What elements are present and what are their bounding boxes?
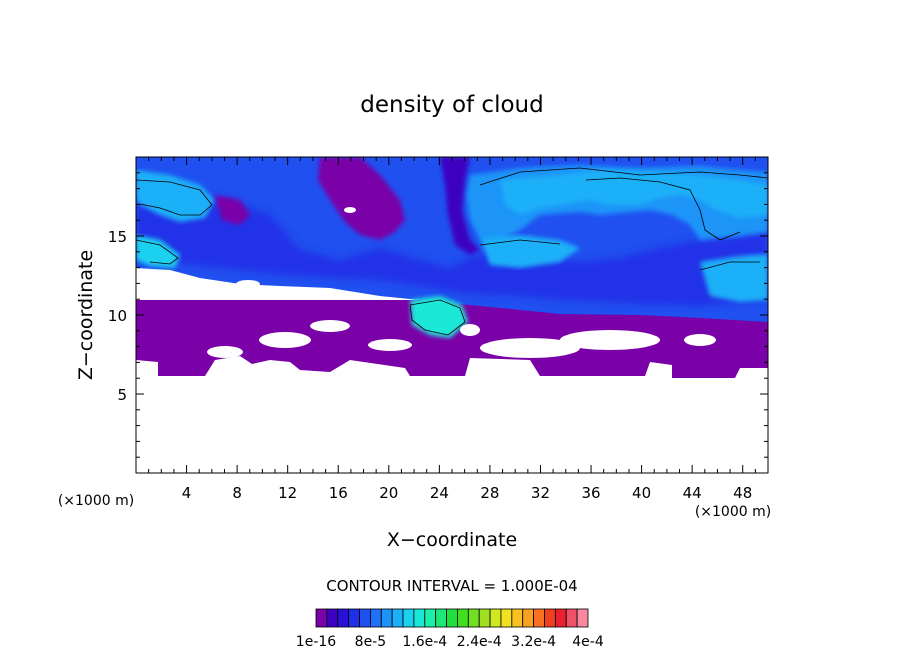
x-tick-label: 12 bbox=[278, 484, 297, 502]
colorbar bbox=[315, 608, 589, 628]
colorbar-label: 8e-5 bbox=[355, 634, 386, 650]
x-tick-labels: 4 8 12 16 20 24 28 32 36 40 44 48 bbox=[182, 484, 752, 502]
colorbar-swatch bbox=[424, 608, 437, 628]
y-tick-label: 5 bbox=[117, 386, 127, 404]
contour-interval-text: CONTOUR INTERVAL = 1.000E-04 bbox=[326, 577, 577, 595]
colorbar-label: 1e-16 bbox=[296, 634, 336, 650]
colorbar-labels: 1e-16 8e-5 1.6e-4 2.4e-4 3.2e-4 4e-4 bbox=[296, 634, 604, 650]
x-tick-label: 4 bbox=[182, 484, 192, 502]
colorbar-swatch bbox=[391, 608, 404, 628]
colorbar-swatch bbox=[565, 608, 578, 628]
colorbar-swatch bbox=[457, 608, 469, 628]
contour-lines bbox=[136, 167, 768, 336]
colorbar-label: 1.6e-4 bbox=[402, 634, 447, 650]
colorbar-swatch bbox=[576, 608, 589, 628]
upper-cloud-band bbox=[136, 157, 768, 338]
y-tick-label: 15 bbox=[108, 228, 127, 246]
colorbar-label: 4e-4 bbox=[572, 634, 604, 650]
colorbar-swatch bbox=[369, 608, 382, 628]
x-tick-label: 24 bbox=[430, 484, 449, 502]
colorbar-swatch bbox=[544, 608, 556, 628]
colorbar-swatch bbox=[435, 608, 447, 628]
axis-ticks bbox=[135, 156, 769, 474]
x-tick-label: 32 bbox=[531, 484, 550, 502]
colorbar-swatch bbox=[478, 608, 491, 628]
colorbar-swatch bbox=[533, 608, 545, 628]
y-tick-labels: 5 10 15 bbox=[108, 228, 127, 404]
x-tick-label: 16 bbox=[329, 484, 348, 502]
x-tick-label: 28 bbox=[480, 484, 499, 502]
colorbar-swatch bbox=[511, 608, 524, 628]
colorbar-swatch bbox=[337, 608, 350, 628]
colorbar-swatch bbox=[359, 608, 371, 628]
x-tick-label: 8 bbox=[232, 484, 242, 502]
heatmap-field bbox=[136, 157, 768, 378]
colorbar-swatch bbox=[413, 608, 426, 628]
colorbar-swatch bbox=[554, 608, 567, 628]
colorbar-swatch bbox=[500, 608, 513, 628]
x-tick-label: 40 bbox=[632, 484, 651, 502]
x-unit-label: (×1000 m) bbox=[695, 504, 771, 520]
colorbar-swatch bbox=[489, 608, 502, 628]
x-axis-label: X−coordinate bbox=[387, 529, 517, 551]
colorbar-swatch bbox=[522, 608, 534, 628]
y-axis-label: Z−coordinate bbox=[75, 250, 97, 380]
colorbar-swatch bbox=[326, 608, 339, 628]
cloud-gaps bbox=[207, 207, 716, 358]
chart-title: density of cloud bbox=[360, 92, 543, 118]
x-tick-label: 20 bbox=[379, 484, 398, 502]
colorbar-swatch bbox=[467, 608, 480, 628]
colorbar-swatch bbox=[348, 608, 360, 628]
colorbar-label: 2.4e-4 bbox=[457, 634, 502, 650]
y-tick-label: 10 bbox=[108, 307, 127, 325]
colorbar-swatch bbox=[315, 608, 328, 628]
colorbar-swatch bbox=[402, 608, 415, 628]
colorbar-label: 3.2e-4 bbox=[511, 634, 556, 650]
y-unit-label: (×1000 m) bbox=[58, 493, 134, 509]
x-tick-label: 48 bbox=[733, 484, 752, 502]
x-tick-label: 36 bbox=[581, 484, 600, 502]
colorbar-swatch bbox=[446, 608, 458, 628]
colorbar-swatch bbox=[380, 608, 393, 628]
lower-cloud-band bbox=[136, 300, 768, 378]
x-tick-label: 44 bbox=[683, 484, 702, 502]
